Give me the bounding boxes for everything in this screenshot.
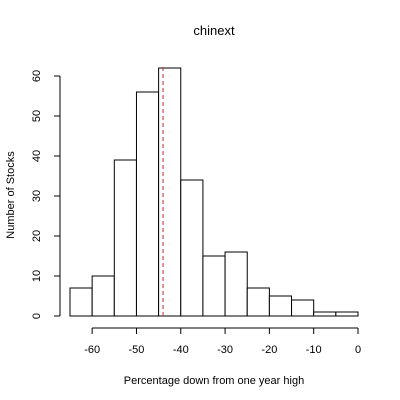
histogram-bar [335, 311, 359, 317]
chart-title: chinext [193, 23, 235, 38]
histogram-bar [135, 91, 160, 317]
histogram-bar [158, 67, 182, 317]
y-tick-label: 50 [31, 110, 43, 122]
y-tick-label: 30 [31, 190, 43, 202]
y-tick-label: 20 [31, 230, 43, 242]
x-axis-label: Percentage down from one year high [124, 375, 304, 387]
x-axis: -60 -50 -40 -30 -20 -10 0 [84, 327, 361, 356]
x-tick-label: -40 [173, 344, 189, 356]
x-tick-label: -30 [217, 344, 233, 356]
histogram-bar [313, 311, 337, 317]
x-tick-label: -20 [261, 344, 277, 356]
histogram-bar [268, 295, 293, 317]
histogram-bar [224, 251, 248, 317]
histogram-bar [91, 275, 115, 317]
histogram-bars [69, 67, 359, 317]
y-tick-label: 40 [31, 150, 43, 162]
y-tick-label: 0 [31, 313, 43, 319]
y-axis: 0 10 20 30 40 50 60 [31, 70, 61, 319]
histogram-bar [69, 287, 93, 317]
x-tick-label: -50 [129, 344, 145, 356]
y-tick-label: 60 [31, 70, 43, 82]
x-tick-label: -60 [84, 344, 100, 356]
histogram-bar [202, 255, 226, 317]
x-tick-label: -10 [306, 344, 322, 356]
x-tick-label: 0 [355, 344, 361, 356]
histogram-bar [113, 159, 137, 317]
y-axis-label: Number of Stocks [5, 151, 17, 239]
y-tick-label: 10 [31, 270, 43, 282]
histogram-bar [291, 299, 315, 317]
histogram-bar [180, 179, 204, 317]
histogram-bar [246, 287, 270, 317]
